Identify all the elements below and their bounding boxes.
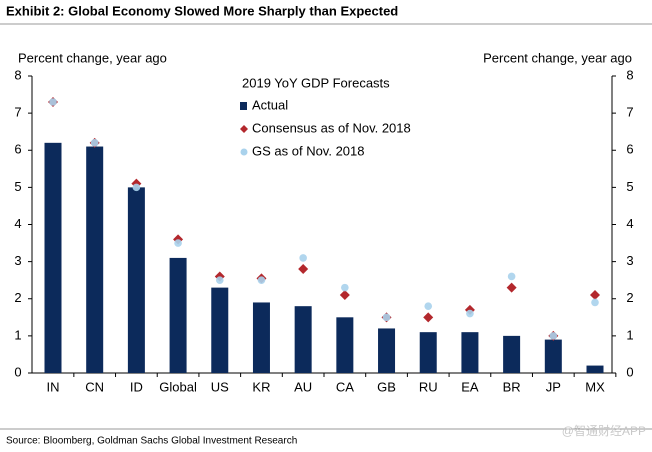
- x-tick-label: CN: [85, 379, 104, 394]
- x-tick-label: Global: [159, 379, 197, 394]
- gs-marker: [49, 98, 57, 106]
- gs-marker: [132, 183, 141, 192]
- bar: [544, 339, 562, 373]
- y2-axis-label: Percent change, year ago: [483, 50, 632, 65]
- chart-title: Exhibit 2: Global Economy Slowed More Sh…: [6, 3, 398, 18]
- y-tick-label: 6: [14, 142, 21, 157]
- gs-marker: [90, 139, 99, 147]
- legend-label: GS as of Nov. 2018: [252, 143, 365, 158]
- legend-title: 2019 YoY GDP Forecasts: [242, 75, 390, 90]
- y2-tick-label: 4: [626, 216, 633, 231]
- watermark: @智通财经APP: [562, 423, 646, 438]
- legend-label: Consensus as of Nov. 2018: [252, 120, 411, 135]
- y-tick-label: 7: [14, 105, 21, 120]
- x-tick-label: KR: [252, 379, 270, 394]
- legend-swatch: [240, 102, 247, 110]
- bar: [586, 365, 604, 373]
- bar: [378, 328, 396, 373]
- y2-tick-label: 8: [626, 67, 633, 82]
- consensus-marker: [339, 290, 350, 301]
- y2-tick-label: 1: [626, 327, 633, 342]
- gs-marker: [591, 298, 599, 307]
- y2-tick-label: 5: [626, 179, 633, 194]
- bar: [86, 146, 104, 373]
- gs-marker: [382, 313, 391, 322]
- bar: [419, 332, 437, 373]
- y2-tick-label: 7: [626, 105, 633, 120]
- x-tick-label: GB: [377, 379, 396, 394]
- y-axis-label: Percent change, year ago: [18, 50, 167, 65]
- bar: [461, 332, 479, 373]
- bar: [503, 335, 521, 373]
- legend-swatch: [240, 148, 248, 156]
- y-tick-label: 8: [14, 67, 21, 82]
- gs-marker: [341, 283, 349, 292]
- y-tick-label: 5: [14, 179, 21, 194]
- x-tick-label: AU: [294, 379, 312, 394]
- x-tick-label: IN: [47, 379, 60, 394]
- x-tick-label: CA: [336, 379, 354, 394]
- x-tick-label: RU: [419, 379, 438, 394]
- consensus-marker: [423, 312, 434, 323]
- gs-marker: [549, 332, 558, 340]
- x-tick-label: EA: [461, 379, 479, 394]
- y2-tick-label: 6: [626, 142, 633, 157]
- y-tick-label: 3: [14, 253, 21, 268]
- consensus-marker: [506, 282, 517, 293]
- x-tick-label: ID: [130, 379, 143, 394]
- legend-swatch: [240, 125, 248, 133]
- x-tick-label: BR: [503, 379, 521, 394]
- gs-marker: [466, 309, 474, 318]
- gs-marker: [507, 272, 516, 281]
- x-tick-label: MX: [585, 379, 605, 394]
- source: Source: Bloomberg, Goldman Sachs Global …: [6, 436, 297, 447]
- gs-marker: [424, 302, 433, 310]
- x-tick-label: US: [211, 379, 229, 394]
- x-tick-label: JP: [546, 379, 561, 394]
- bar: [336, 317, 354, 373]
- bar: [294, 306, 312, 373]
- gs-marker: [257, 276, 266, 284]
- consensus-marker: [590, 290, 600, 301]
- bar: [211, 287, 229, 373]
- y-tick-label: 0: [14, 364, 21, 379]
- gs-marker: [215, 276, 224, 284]
- y-tick-label: 4: [14, 216, 21, 231]
- bar: [44, 142, 62, 373]
- consensus-marker: [298, 264, 309, 275]
- bar: [252, 302, 270, 373]
- bar: [169, 257, 187, 373]
- gs-marker: [299, 254, 307, 262]
- y-tick-label: 2: [14, 290, 21, 305]
- y2-tick-label: 0: [626, 364, 633, 379]
- gs-marker: [174, 239, 182, 247]
- bar: [127, 187, 145, 373]
- y2-tick-label: 3: [626, 253, 633, 268]
- legend-label: Actual: [252, 97, 288, 112]
- y2-tick-label: 2: [626, 290, 633, 305]
- y-tick-label: 1: [14, 327, 21, 342]
